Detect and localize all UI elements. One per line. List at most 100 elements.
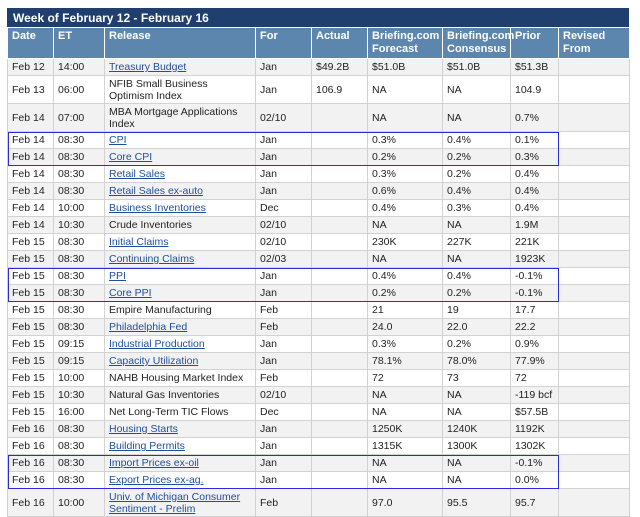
- release-link[interactable]: Business Inventories: [109, 202, 206, 214]
- cell-release: Capacity Utilization: [104, 352, 256, 370]
- release-link[interactable]: Industrial Production: [109, 338, 205, 350]
- cell-forecast: NA: [367, 75, 443, 104]
- cell-et: 08:30: [53, 233, 105, 251]
- cell-for: Feb: [255, 318, 312, 336]
- cell-revised: [558, 420, 630, 438]
- cell-consensus: 1300K: [442, 437, 511, 455]
- cell-prior: $51.3B: [510, 58, 559, 76]
- table-row: Feb 14 10:30 Crude Inventories 02/10 NA NA 1.9…: [7, 216, 630, 234]
- cell-forecast: 0.3%: [367, 335, 443, 353]
- table-row: Feb 14 10:00 Business Inventories Dec 0.4% 0.…: [7, 199, 630, 217]
- cell-forecast: 1315K: [367, 437, 443, 455]
- release-link[interactable]: Philadelphia Fed: [109, 321, 188, 333]
- cell-for: Jan: [255, 148, 312, 166]
- cell-actual: [311, 233, 368, 251]
- cell-actual: [311, 318, 368, 336]
- cell-consensus: NA: [442, 103, 511, 132]
- cell-revised: [558, 103, 630, 132]
- release-link[interactable]: Core CPI: [109, 151, 153, 163]
- release-link[interactable]: CPI: [109, 134, 127, 146]
- cell-date: Feb 14: [7, 103, 54, 132]
- release-link[interactable]: Continuing Claims: [109, 253, 195, 265]
- cell-release: Philadelphia Fed: [104, 318, 256, 336]
- cell-et: 10:00: [53, 199, 105, 217]
- cell-date: Feb 12: [7, 58, 54, 76]
- cell-date: Feb 16: [7, 488, 54, 517]
- release-link[interactable]: Capacity Utilization: [109, 355, 199, 367]
- cell-consensus: NA: [442, 216, 511, 234]
- release-link[interactable]: Core PPI: [109, 287, 152, 299]
- cell-prior: 0.9%: [510, 335, 559, 353]
- cell-for: Jan: [255, 182, 312, 200]
- cell-date: Feb 14: [7, 148, 54, 166]
- cell-et: 10:00: [53, 488, 105, 517]
- release-link[interactable]: Building Permits: [109, 440, 185, 452]
- cell-date: Feb 15: [7, 335, 54, 353]
- release-link[interactable]: Retail Sales ex-auto: [109, 185, 203, 197]
- cell-prior: 77.9%: [510, 352, 559, 370]
- release-link[interactable]: Initial Claims: [109, 236, 169, 248]
- cell-forecast: 0.2%: [367, 148, 443, 166]
- cell-for: Jan: [255, 284, 312, 302]
- cell-et: 08:30: [53, 454, 105, 472]
- cell-for: Jan: [255, 58, 312, 76]
- cell-consensus: NA: [442, 471, 511, 489]
- cell-prior: 17.7: [510, 301, 559, 319]
- cell-consensus: 0.2%: [442, 335, 511, 353]
- cell-revised: [558, 75, 630, 104]
- header-row: Date ET Release For Actual Briefing.com …: [7, 27, 630, 59]
- cell-for: Feb: [255, 301, 312, 319]
- cell-forecast: NA: [367, 471, 443, 489]
- cell-actual: [311, 250, 368, 268]
- cell-consensus: NA: [442, 250, 511, 268]
- release-link[interactable]: Treasury Budget: [109, 61, 187, 73]
- col-header-revised-from: Revised From: [558, 27, 630, 59]
- release-link[interactable]: Univ. of Michigan Consumer Sentiment - P…: [109, 490, 241, 515]
- cell-date: Feb 15: [7, 352, 54, 370]
- cell-for: Dec: [255, 403, 312, 421]
- cell-release: Housing Starts: [104, 420, 256, 438]
- cell-prior: 22.2: [510, 318, 559, 336]
- cell-revised: [558, 471, 630, 489]
- col-header-actual: Actual: [311, 27, 368, 59]
- table-row: Feb 15 09:15 Industrial Production Jan 0.3% 0…: [7, 335, 630, 353]
- cell-consensus: NA: [442, 454, 511, 472]
- table-row: Feb 16 08:30 Housing Starts Jan 1250K 1240K 11…: [7, 420, 630, 438]
- cell-forecast: 21: [367, 301, 443, 319]
- release-link[interactable]: Import Prices ex-oil: [109, 457, 199, 469]
- cell-et: 08:30: [53, 267, 105, 285]
- cell-actual: $49.2B: [311, 58, 368, 76]
- cell-actual: [311, 454, 368, 472]
- release-link[interactable]: Housing Starts: [109, 423, 178, 435]
- cell-et: 08:30: [53, 284, 105, 302]
- cell-revised: [558, 335, 630, 353]
- cell-prior: $57.5B: [510, 403, 559, 421]
- release-link[interactable]: PPI: [109, 270, 126, 282]
- table-row: Feb 15 08:30 Philadelphia Fed Feb 24.0 22.0 22…: [7, 318, 630, 336]
- cell-date: Feb 16: [7, 420, 54, 438]
- cell-date: Feb 15: [7, 301, 54, 319]
- cell-et: 09:15: [53, 335, 105, 353]
- cell-for: Jan: [255, 471, 312, 489]
- release-link[interactable]: Retail Sales: [109, 168, 166, 180]
- cell-date: Feb 14: [7, 216, 54, 234]
- cell-consensus: 73: [442, 369, 511, 387]
- table-row: Feb 15 10:30 Natural Gas Inventories 02/10 N…: [7, 386, 630, 404]
- cell-for: Jan: [255, 335, 312, 353]
- cell-release: CPI: [104, 131, 256, 149]
- cell-prior: 221K: [510, 233, 559, 251]
- cell-for: Feb: [255, 369, 312, 387]
- table-row: Feb 15 10:00 NAHB Housing Market Index Feb 7…: [7, 369, 630, 387]
- table-row: Feb 16 08:30 Import Prices ex-oil Jan NA NA -0…: [7, 454, 630, 472]
- cell-for: Jan: [255, 75, 312, 104]
- col-header-forecast: Briefing.com Forecast: [367, 27, 443, 59]
- cell-revised: [558, 148, 630, 166]
- cell-forecast: 0.2%: [367, 284, 443, 302]
- table-row: Feb 15 08:30 Core PPI Jan 0.2% 0.2% -0.1%: [7, 284, 630, 302]
- cell-forecast: 78.1%: [367, 352, 443, 370]
- cell-revised: [558, 216, 630, 234]
- release-link[interactable]: Export Prices ex-ag.: [109, 474, 204, 486]
- cell-date: Feb 16: [7, 454, 54, 472]
- cell-forecast: NA: [367, 216, 443, 234]
- cell-et: 08:30: [53, 437, 105, 455]
